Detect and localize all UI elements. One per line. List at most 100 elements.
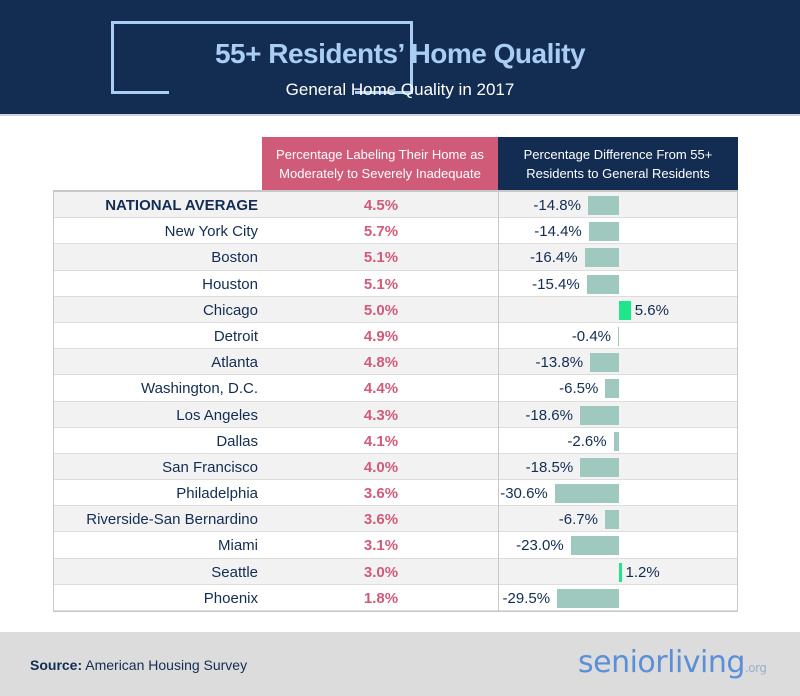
column-header-percentage: Percentage Labeling Their Home as Modera…	[262, 137, 498, 190]
difference-bar	[586, 274, 619, 294]
difference-bar	[619, 300, 631, 320]
difference-label: -2.6%	[567, 432, 607, 450]
difference-bar	[590, 353, 619, 373]
city-label: Houston	[202, 275, 258, 293]
city-label: Phoenix	[203, 589, 258, 607]
percentage-value: 3.0%	[363, 563, 399, 581]
table-row: Phoenix 1.8% -29.5%	[54, 584, 737, 611]
difference-label: -23.0%	[516, 537, 564, 555]
percentage-value: 4.9%	[363, 327, 399, 345]
table-row: San Francisco 4.0% -18.5%	[54, 453, 737, 481]
column-divider	[498, 296, 499, 323]
percentage-value: 5.1%	[363, 275, 399, 293]
column-divider	[498, 244, 499, 271]
difference-bar	[554, 484, 619, 504]
difference-bar	[579, 405, 619, 425]
table-row: Houston 5.1% -15.4%	[54, 270, 737, 297]
chart-title: 55+ Residents’ Home Quality	[214, 38, 586, 69]
difference-label: -14.4%	[534, 223, 582, 241]
city-label: Washington, D.C.	[141, 380, 258, 398]
table-row: Washington, D.C. 4.4% -6.5%	[54, 375, 737, 402]
table-row: Riverside-San Bernardino 3.6% -6.7%	[54, 506, 737, 533]
difference-bar	[580, 457, 619, 477]
difference-label: 5.6%	[634, 301, 669, 319]
difference-label: -18.6%	[525, 406, 573, 424]
difference-bar	[619, 562, 622, 582]
city-label: NATIONAL AVERAGE	[105, 197, 258, 214]
difference-label: -16.4%	[530, 249, 578, 267]
frame-line	[111, 91, 169, 94]
difference-bar	[604, 510, 619, 530]
column-divider	[498, 453, 499, 481]
table-row: New York City 5.7% -14.4%	[54, 218, 737, 245]
table-row: Miami 3.1% -23.0%	[54, 532, 737, 559]
percentage-value: 4.5%	[363, 197, 399, 214]
difference-bar	[557, 588, 619, 608]
city-label: Miami	[218, 537, 258, 555]
percentage-value: 5.7%	[363, 223, 399, 241]
percentage-value: 1.8%	[363, 589, 399, 607]
difference-label: -6.5%	[559, 380, 599, 398]
percentage-value: 4.3%	[363, 406, 399, 424]
frame-line	[355, 91, 413, 94]
difference-bar	[605, 379, 619, 399]
table-row: NATIONAL AVERAGE 4.5% -14.8%	[54, 192, 737, 219]
percentage-value: 3.6%	[363, 511, 399, 529]
column-divider	[498, 218, 499, 245]
column-divider	[498, 349, 499, 376]
difference-bar	[584, 248, 619, 268]
difference-label: -18.5%	[525, 458, 574, 476]
table-row: Boston 5.1% -16.4%	[54, 244, 737, 271]
difference-label: -15.4%	[532, 275, 580, 293]
logo-text: seniorliving	[578, 645, 745, 680]
source-text: American Housing Survey	[85, 657, 248, 673]
table-row: Detroit 4.9% -0.4%	[54, 322, 737, 350]
city-label: Philadelphia	[176, 485, 258, 503]
difference-bar	[613, 431, 619, 451]
percentage-value: 4.1%	[363, 432, 399, 450]
column-divider	[498, 532, 499, 559]
difference-label: -30.6%	[500, 485, 548, 503]
table-row: Dallas 4.1% -2.6%	[54, 427, 737, 454]
column-divider	[498, 401, 499, 428]
percentage-value: 4.8%	[363, 354, 399, 372]
difference-label: 1.2%	[625, 563, 660, 581]
table-row: Los Angeles 4.3% -18.6%	[54, 401, 737, 428]
city-label: Los Angeles	[176, 406, 258, 424]
header-banner: 55+ Residents’ Home Quality General Home…	[0, 0, 800, 116]
column-divider	[498, 427, 499, 454]
column-divider	[498, 480, 499, 507]
city-label: San Francisco	[162, 458, 258, 476]
difference-bar	[587, 196, 619, 215]
percentage-value: 5.1%	[363, 249, 399, 267]
city-label: Seattle	[211, 563, 258, 581]
percentage-value: 5.0%	[363, 301, 399, 319]
title-frame	[111, 21, 413, 94]
difference-label: -13.8%	[535, 354, 584, 372]
column-header-difference: Percentage Difference From 55+ Residents…	[498, 137, 738, 190]
table-row: Chicago 5.0% 5.6%	[54, 296, 737, 323]
source-note: Source: American Housing Survey	[30, 657, 247, 673]
column-divider	[498, 584, 499, 611]
percentage-value: 3.6%	[363, 485, 399, 503]
percentage-value: 4.4%	[363, 380, 399, 398]
column-divider	[498, 192, 499, 219]
table-row: Atlanta 4.8% -13.8%	[54, 349, 737, 376]
difference-label: -14.8%	[533, 197, 581, 214]
column-divider	[498, 558, 499, 585]
city-label: Detroit	[213, 327, 258, 345]
column-divider	[498, 375, 499, 402]
percentage-value: 3.1%	[363, 537, 399, 555]
city-label: Boston	[211, 249, 258, 267]
column-divider	[498, 506, 499, 533]
footer	[0, 632, 800, 696]
seniorliving-logo: seniorliving.org	[578, 645, 767, 680]
logo-suffix: .org	[744, 661, 767, 675]
column-divider	[498, 270, 499, 297]
chart-subtitle: General Home Quality in 2017	[285, 80, 515, 99]
city-label: Chicago	[202, 301, 258, 319]
difference-bar	[570, 536, 619, 556]
city-label: Riverside-San Bernardino	[86, 511, 258, 529]
data-table: NATIONAL AVERAGE 4.5% -14.8% New York City 5…	[53, 190, 738, 612]
difference-bar	[618, 326, 619, 346]
